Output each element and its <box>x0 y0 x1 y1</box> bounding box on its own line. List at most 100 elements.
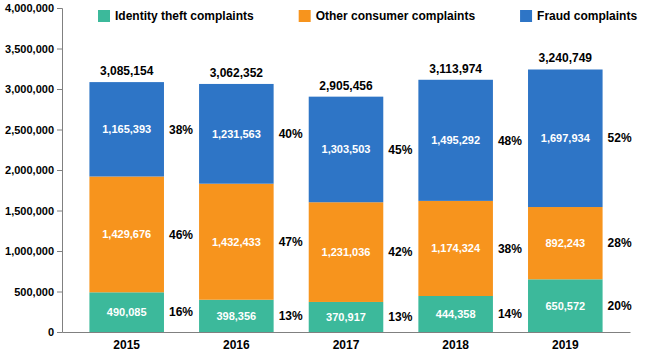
data-label: 398,356 <box>216 310 256 322</box>
legend-label: Fraud complaints <box>537 9 637 23</box>
bar <box>309 202 384 302</box>
x-tick: 2015 <box>113 332 140 352</box>
share-label: 13% <box>279 309 303 323</box>
y-tick-mark <box>57 170 62 171</box>
share-label: 38% <box>498 242 522 256</box>
bar <box>418 201 493 296</box>
y-tick: 3,500,000 <box>5 43 62 55</box>
y-tick-mark <box>57 49 62 50</box>
total-label: 3,113,974 <box>429 62 482 76</box>
chart: 0 500,000 1,000,000 1,500,000 2,000,000 2,500… <box>0 0 650 355</box>
y-tick-mark <box>57 8 62 9</box>
legend-swatch <box>98 10 110 22</box>
share-label: 45% <box>388 143 412 157</box>
data-label: 1,231,036 <box>322 246 371 258</box>
y-tick-label: 1,000,000 <box>5 245 54 257</box>
data-label: 892,243 <box>545 237 585 249</box>
x-tick-label: 2015 <box>113 338 140 352</box>
y-tick-mark <box>57 251 62 252</box>
share-label: 28% <box>608 236 632 250</box>
y-tick-label: 500,000 <box>14 286 54 298</box>
share-label: 40% <box>279 127 303 141</box>
x-tick-label: 2016 <box>223 338 250 352</box>
bar <box>199 300 274 332</box>
data-label: 1,495,292 <box>431 134 480 146</box>
y-axis-line <box>57 9 63 333</box>
y-axis: 0 500,000 1,000,000 1,500,000 2,000,000 2,500… <box>5 2 62 338</box>
x-tick-label: 2017 <box>333 338 360 352</box>
data-label: 1,231,563 <box>212 128 261 140</box>
labels: 490,085 16% 398,356 13% 370,917 13% 444,358 14%… <box>100 51 632 324</box>
y-tick-label: 1,500,000 <box>5 205 54 217</box>
data-label: 650,572 <box>545 300 585 312</box>
data-label: 1,432,433 <box>212 236 261 248</box>
y-tick-label: 2,500,000 <box>5 124 54 136</box>
y-tick-label: 2,000,000 <box>5 164 54 176</box>
share-label: 13% <box>388 310 412 324</box>
x-tick-label: 2018 <box>442 338 469 352</box>
bar <box>528 279 603 332</box>
y-tick: 500,000 <box>14 286 62 298</box>
x-axis-line <box>63 332 631 333</box>
y-tick: 2,000,000 <box>5 164 62 176</box>
y-tick-label: 4,000,000 <box>5 2 54 14</box>
data-label: 1,165,393 <box>102 123 151 135</box>
data-label: 1,303,503 <box>322 143 371 155</box>
y-tick: 0 <box>48 326 62 338</box>
total-label: 3,085,154 <box>100 64 154 78</box>
total-label: 2,905,456 <box>319 79 373 93</box>
total-label: 3,062,352 <box>210 66 264 80</box>
y-tick-label: 0 <box>48 326 54 338</box>
y-tick-mark <box>57 292 62 293</box>
y-tick-mark <box>57 211 62 212</box>
data-label: 370,917 <box>326 311 366 323</box>
data-label: 444,358 <box>436 308 476 320</box>
share-label: 38% <box>169 123 193 137</box>
bar <box>199 184 274 300</box>
share-label: 42% <box>388 245 412 259</box>
share-label: 14% <box>498 307 522 321</box>
legend-label: Other consumer complaints <box>316 9 476 23</box>
bar <box>418 80 493 201</box>
legend-swatch <box>520 10 532 22</box>
data-label: 1,429,676 <box>102 228 151 240</box>
data-label: 490,085 <box>107 306 147 318</box>
y-tick: 4,000,000 <box>5 2 62 14</box>
legend-item: Fraud complaints <box>520 9 637 23</box>
x-tick: 2016 <box>223 332 250 352</box>
legend-swatch <box>299 10 311 22</box>
legend-item: Other consumer complaints <box>299 9 476 23</box>
share-label: 48% <box>498 134 522 148</box>
share-label: 16% <box>169 305 193 319</box>
y-tick: 2,500,000 <box>5 124 62 136</box>
bar <box>528 207 603 279</box>
share-label: 52% <box>608 131 632 145</box>
bar <box>89 176 164 292</box>
data-label: 1,174,324 <box>431 242 481 254</box>
y-tick-label: 3,500,000 <box>5 43 54 55</box>
y-tick-label: 3,000,000 <box>5 83 54 95</box>
data-label: 1,697,934 <box>541 132 591 144</box>
bars <box>89 69 602 332</box>
bar <box>89 82 164 176</box>
x-tick: 2018 <box>442 332 469 352</box>
legend: Identity theft complaints Other consumer … <box>98 9 637 23</box>
y-tick: 3,000,000 <box>5 83 62 95</box>
y-tick-mark <box>57 332 62 333</box>
bar <box>89 292 164 332</box>
y-tick-mark <box>57 130 62 131</box>
y-tick: 1,000,000 <box>5 245 62 257</box>
bar <box>309 302 384 332</box>
total-label: 3,240,749 <box>539 51 593 65</box>
legend-item: Identity theft complaints <box>98 9 254 23</box>
x-axis: 2015 2016 2017 2018 2019 <box>63 332 631 352</box>
x-tick: 2017 <box>333 332 360 352</box>
bar <box>199 84 274 184</box>
legend-label: Identity theft complaints <box>115 9 254 23</box>
y-tick: 1,500,000 <box>5 205 62 217</box>
x-tick: 2019 <box>552 332 579 352</box>
bar <box>309 97 384 203</box>
share-label: 46% <box>169 228 193 242</box>
share-label: 20% <box>608 299 632 313</box>
share-label: 47% <box>279 235 303 249</box>
